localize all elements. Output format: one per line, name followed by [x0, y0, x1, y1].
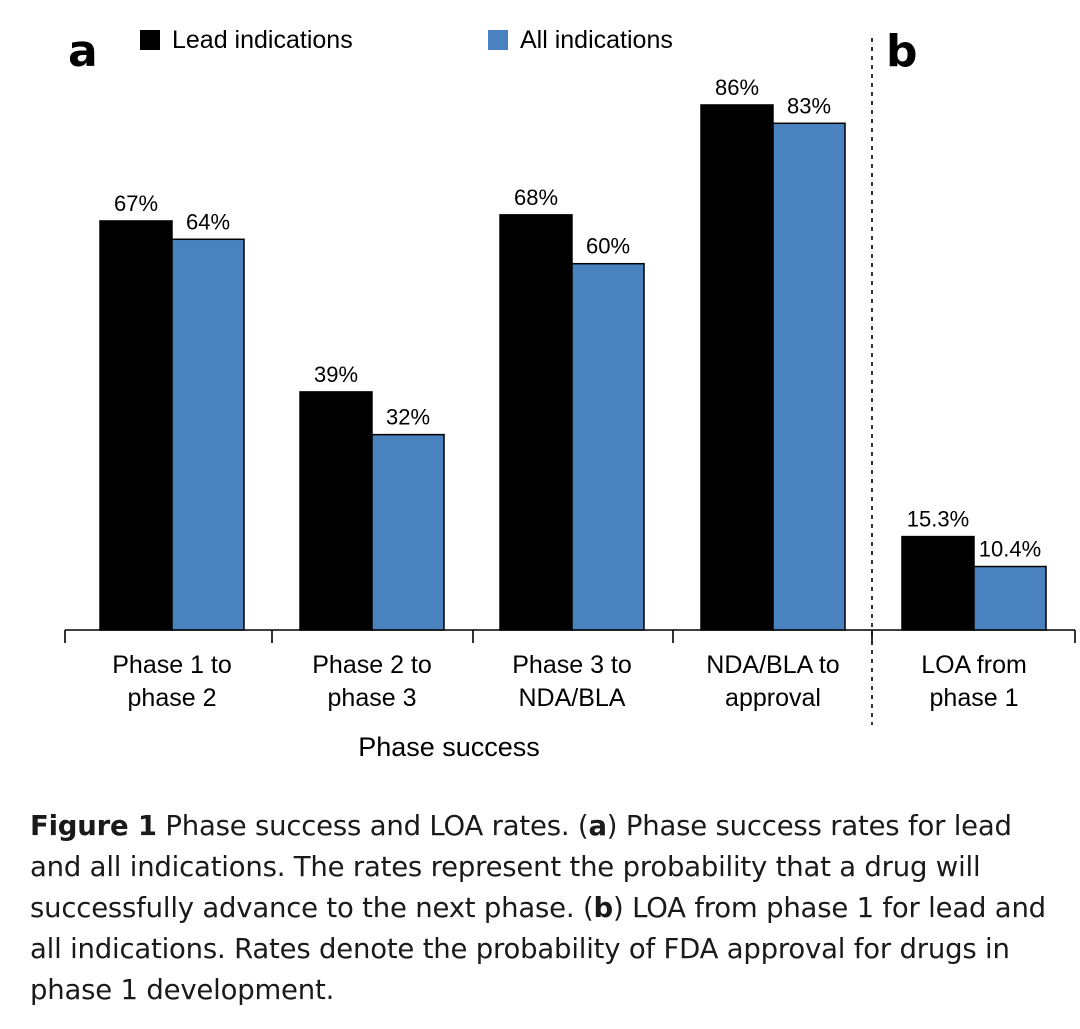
data-label-lead-0: 67% — [114, 191, 158, 216]
legend-swatch-all — [488, 30, 508, 50]
caption-ref-a: a — [588, 810, 607, 842]
data-label-lead-2: 68% — [514, 185, 558, 210]
category-label-2-0: Phase 3 to — [512, 651, 632, 679]
bar-lead-3 — [700, 104, 774, 631]
bar-all-2 — [571, 262, 645, 631]
bar-lead-2 — [499, 214, 573, 631]
category-label-0-0: Phase 1 to — [112, 651, 232, 679]
bar-chart: a b Lead indications All indications 67%… — [64, 26, 1076, 762]
legend-label-lead: Lead indications — [172, 26, 353, 54]
bar-lead-1 — [299, 391, 373, 631]
category-label-1-0: Phase 2 to — [312, 651, 432, 679]
category-label-3-0: NDA/BLA to — [706, 651, 839, 679]
caption-ref-b: b — [593, 892, 614, 924]
bar-all-0 — [171, 238, 245, 631]
bar-all-1 — [371, 433, 445, 631]
data-label-all-0: 64% — [186, 209, 230, 234]
bar-all-4 — [973, 565, 1047, 631]
data-label-all-3: 83% — [787, 93, 831, 118]
panel-label-a: a — [68, 26, 98, 77]
data-label-all-1: 32% — [386, 405, 430, 430]
category-label-1-1: phase 3 — [328, 684, 417, 712]
data-label-lead-1: 39% — [314, 362, 358, 387]
caption-text-1: Phase success and LOA rates. ( — [156, 810, 589, 842]
category-label-4-0: LOA from — [921, 651, 1027, 679]
legend-swatch-lead — [140, 30, 160, 50]
category-label-2-1: NDA/BLA — [519, 684, 626, 712]
caption-figure-label: Figure 1 — [30, 810, 157, 842]
bar-all-3 — [772, 122, 846, 631]
figure-caption: Figure 1 Phase success and LOA rates. (a… — [30, 806, 1060, 1011]
x-axis-title: Phase success — [358, 732, 540, 762]
data-label-lead-3: 86% — [715, 75, 759, 100]
panel-label-b: b — [886, 26, 918, 77]
data-label-all-4: 10.4% — [979, 537, 1041, 562]
category-label-3-1: approval — [725, 684, 821, 712]
bar-lead-0 — [99, 220, 173, 631]
bar-lead-4 — [901, 535, 975, 631]
caption-text-3: ) LOA from phase 1 for lead and all indi… — [30, 892, 1046, 1006]
caption-text-2: ) Phase success rates for lead and all i… — [30, 810, 1012, 924]
legend-label-all: All indications — [520, 26, 673, 54]
legend: Lead indications All indications — [140, 26, 673, 54]
category-label-0-1: phase 2 — [128, 684, 217, 712]
category-label-4-1: phase 1 — [930, 684, 1019, 712]
data-label-all-2: 60% — [586, 234, 630, 259]
data-label-lead-4: 15.3% — [907, 507, 969, 532]
